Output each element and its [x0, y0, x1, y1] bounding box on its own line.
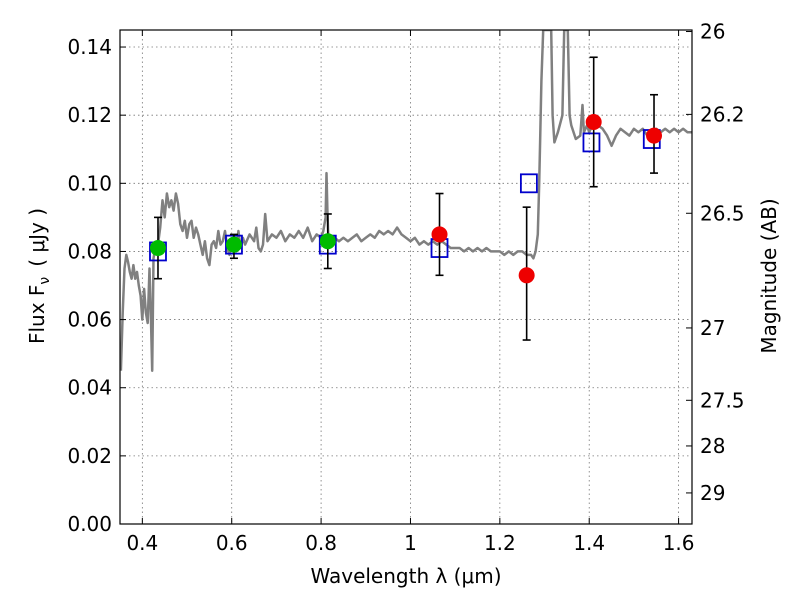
right-tick-label: 26 [700, 20, 725, 44]
x-tick-label: 1.4 [573, 531, 605, 555]
axis-ticks: 0.4 0.6 0.8 1 1.2 1.4 1.6 0.00 0.02 0.04 0.06 0.08 0… [67, 20, 744, 555]
right-tick-label: 27 [700, 316, 725, 340]
x-tick-label: 0.8 [305, 531, 337, 555]
plot-frame [119, 29, 693, 525]
right-tick-label: 29 [700, 481, 725, 505]
model-square-marker [582, 132, 601, 153]
data-point [585, 113, 602, 130]
y-axis-label-left: Flux Fν( μJy ) [25, 208, 53, 344]
grid [120, 30, 692, 524]
y-tick-label: 0.06 [67, 308, 112, 332]
y-tick-label: 0.14 [67, 35, 112, 59]
data-point [225, 236, 242, 253]
y-tick-label: 0.02 [67, 444, 112, 468]
data-point [518, 267, 535, 284]
x-tick-label: 1.6 [663, 531, 695, 555]
y-tick-label: 0.10 [67, 171, 112, 195]
x-tick-label: 1 [404, 531, 417, 555]
model-spectrum [120, 30, 692, 372]
data-point [431, 226, 448, 243]
y-tick-label: 0.00 [67, 512, 112, 536]
x-tick-label: 0.4 [126, 531, 158, 555]
data-point [149, 240, 166, 257]
spectrum-line [120, 30, 692, 372]
y-tick-label: 0.04 [67, 376, 112, 400]
right-tick-label: 26.2 [700, 102, 745, 126]
y-tick-label: 0.12 [67, 103, 112, 127]
x-tick-label: 1.2 [484, 531, 516, 555]
x-tick-label: 0.6 [216, 531, 248, 555]
photometry-points [149, 56, 663, 341]
x-axis-label: Wavelength λ (μm) [310, 564, 501, 588]
right-tick-label: 26.5 [700, 201, 745, 225]
model-square-marker [519, 173, 538, 194]
right-tick-label: 27.5 [700, 388, 745, 412]
y-axis-label-right: Magnitude (AB) [757, 198, 781, 353]
data-point [646, 127, 663, 144]
y-tick-label: 0.08 [67, 239, 112, 263]
data-point [319, 233, 336, 250]
right-tick-label: 28 [700, 434, 725, 458]
